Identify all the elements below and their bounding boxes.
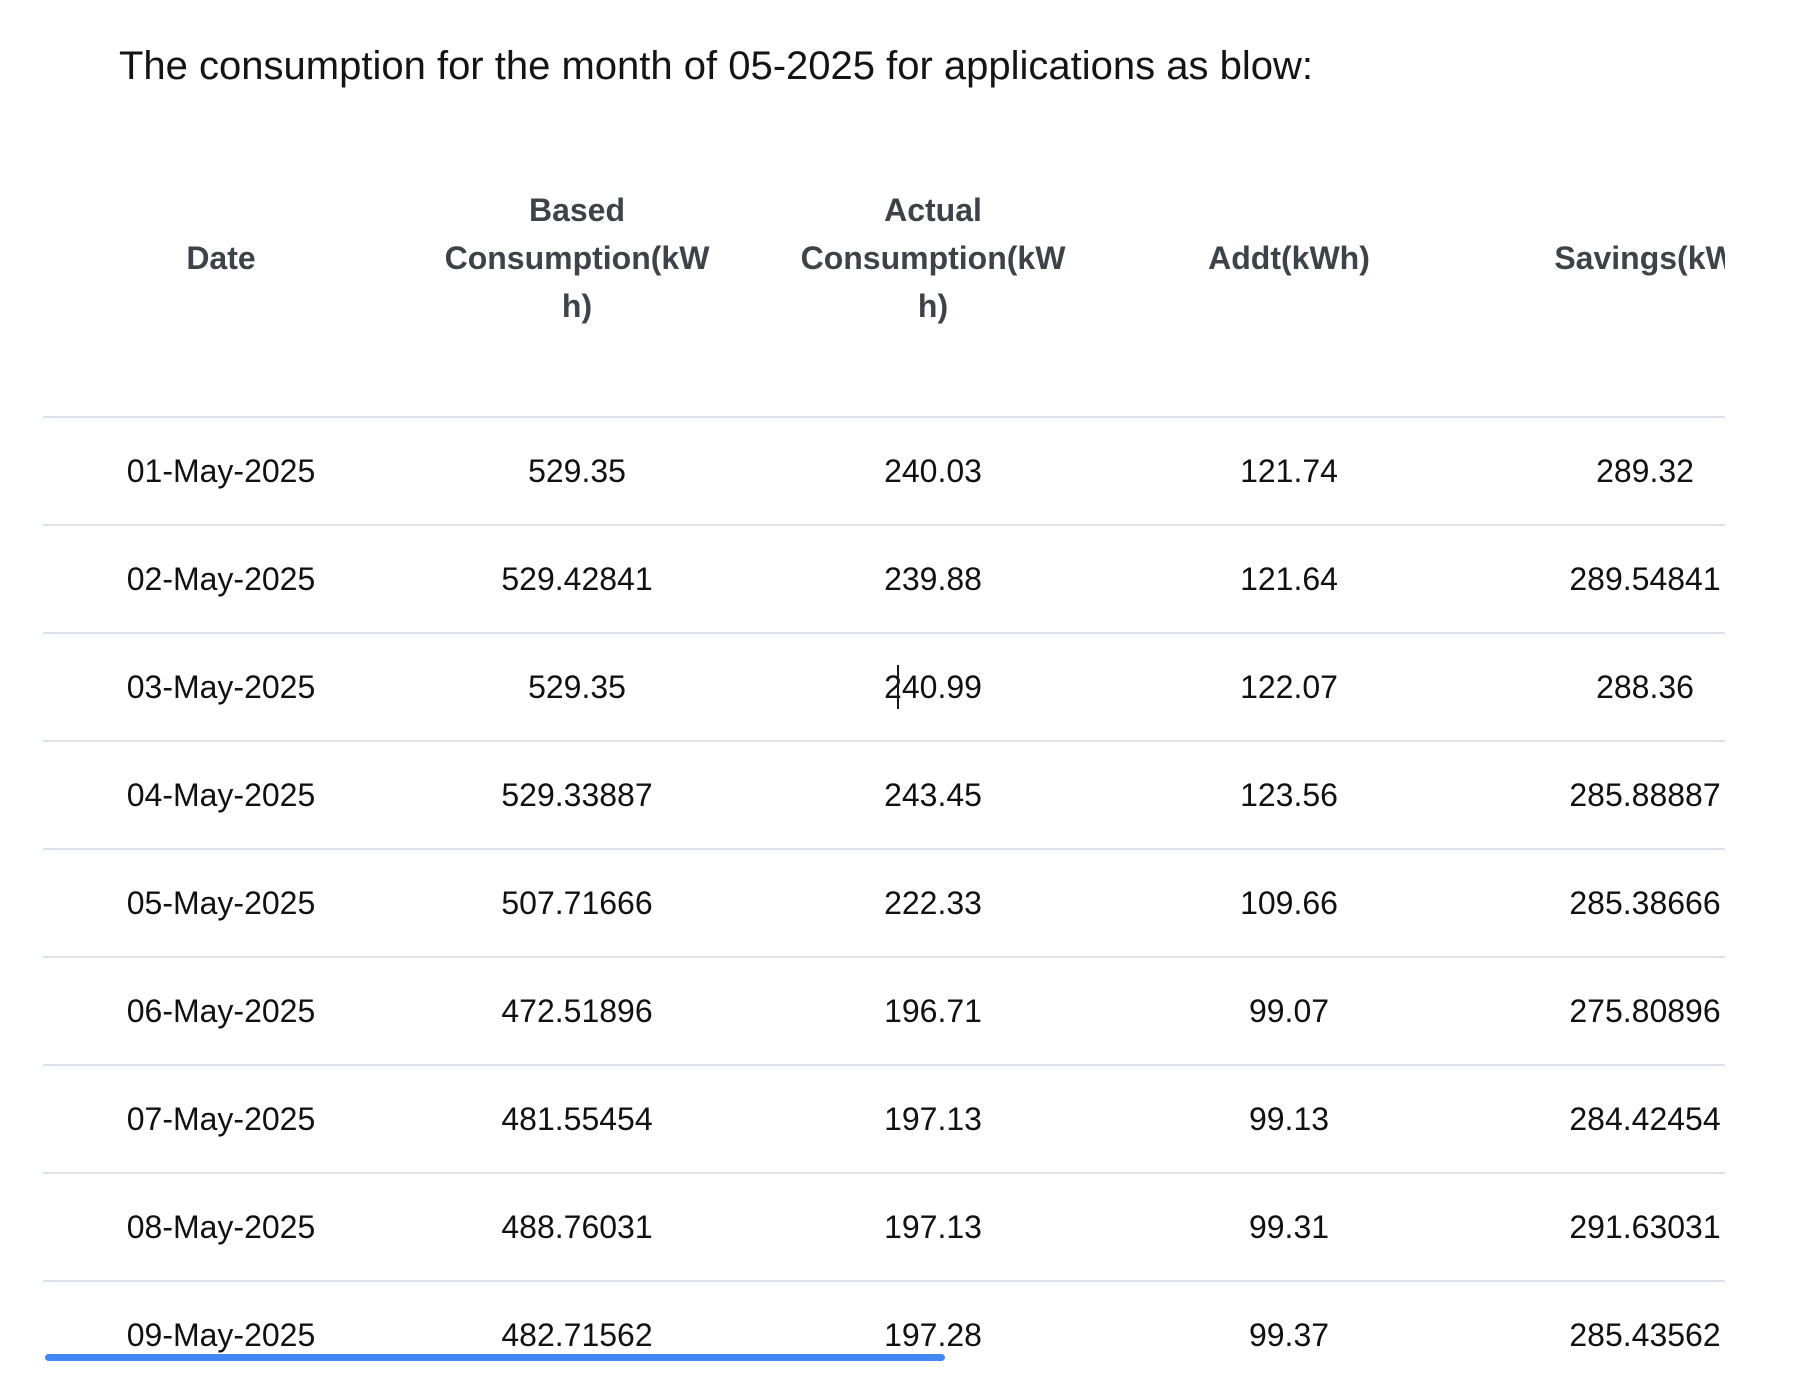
table-row: 01-May-2025 529.35 240.03 121.74 289.32 bbox=[43, 417, 1725, 526]
cell-addt: 121.64 bbox=[1111, 525, 1467, 634]
column-header-actual-consumption: Actual Consumption(kW h) bbox=[755, 140, 1111, 418]
column-header-savings: Savings(kW bbox=[1467, 140, 1725, 418]
cell-based-consumption: 507.71666 bbox=[399, 849, 755, 958]
cell-savings: 285.38666 bbox=[1467, 849, 1725, 958]
table-row: 09-May-2025 482.71562 197.28 99.37 285.4… bbox=[43, 1281, 1725, 1388]
cell-date: 07-May-2025 bbox=[43, 1065, 399, 1174]
column-header-savings-label: Savings(kW bbox=[1554, 240, 1725, 276]
cell-actual-consumption: 196.71 bbox=[755, 957, 1111, 1066]
cell-based-consumption: 529.42841 bbox=[399, 525, 755, 634]
cell-based-consumption: 488.76031 bbox=[399, 1173, 755, 1282]
cell-actual-consumption: 197.13 bbox=[755, 1173, 1111, 1282]
cell-addt: 99.37 bbox=[1248, 1316, 1330, 1353]
table-row: 02-May-2025 529.42841 239.88 121.64 289.… bbox=[43, 525, 1725, 634]
cell-actual-consumption: 197.13 bbox=[755, 1065, 1111, 1174]
table-header-row: Date Based Consumption(kW h) Actual Cons… bbox=[43, 140, 1725, 418]
table-row: 08-May-2025 488.76031 197.13 99.31 291.6… bbox=[43, 1173, 1725, 1282]
cell-addt: 123.56 bbox=[1111, 741, 1467, 850]
cell-actual-consumption: 222.33 bbox=[755, 849, 1111, 958]
table-row: 06-May-2025 472.51896 196.71 99.07 275.8… bbox=[43, 957, 1725, 1066]
cell-actual-consumption: 243.45 bbox=[755, 741, 1111, 850]
cell-based-consumption: 481.55454 bbox=[399, 1065, 755, 1174]
cell-savings: 284.42454 bbox=[1467, 1065, 1725, 1174]
cell-date: 02-May-2025 bbox=[43, 525, 399, 634]
cell-addt: 121.74 bbox=[1111, 417, 1467, 526]
column-header-date-label: Date bbox=[186, 240, 256, 276]
cell-addt: 99.31 bbox=[1111, 1173, 1467, 1282]
table-row: 05-May-2025 507.71666 222.33 109.66 285.… bbox=[43, 849, 1725, 958]
cell-savings: 291.63031 bbox=[1467, 1173, 1725, 1282]
cell-date: 01-May-2025 bbox=[43, 417, 399, 526]
column-header-addt-label: Addt(kWh) bbox=[1208, 240, 1370, 276]
cell-savings: 285.88887 bbox=[1467, 741, 1725, 850]
horizontal-scrollbar-thumb[interactable] bbox=[45, 1354, 945, 1361]
cell-savings: 288.36 bbox=[1467, 633, 1725, 742]
cell-actual-consumption: 239.88 bbox=[755, 525, 1111, 634]
cell-date: 03-May-2025 bbox=[43, 633, 399, 742]
cell-actual-consumption[interactable]: 240.99 bbox=[755, 633, 1111, 742]
cell-savings: 289.32 bbox=[1467, 417, 1725, 526]
page: { "title": "The consumption for the mont… bbox=[0, 42, 1811, 1368]
cell-date: 04-May-2025 bbox=[43, 741, 399, 850]
cell-date: 05-May-2025 bbox=[43, 849, 399, 958]
table-viewport: Date Based Consumption(kW h) Actual Cons… bbox=[43, 140, 1725, 1388]
cell-addt: 122.07 bbox=[1111, 633, 1467, 742]
cell-savings: 275.80896 bbox=[1467, 957, 1725, 1066]
cell-based-consumption: 482.71562 bbox=[501, 1316, 653, 1353]
cell-based-consumption: 472.51896 bbox=[399, 957, 755, 1066]
cell-date: 09-May-2025 bbox=[126, 1316, 316, 1353]
cell-addt: 99.07 bbox=[1111, 957, 1467, 1066]
column-header-addt: Addt(kWh) bbox=[1111, 140, 1467, 418]
cell-based-consumption: 529.35 bbox=[399, 633, 755, 742]
cell-actual-consumption: 240.03 bbox=[755, 417, 1111, 526]
page-title: The consumption for the month of 05-2025… bbox=[119, 44, 1314, 88]
cell-based-consumption: 529.35 bbox=[399, 417, 755, 526]
consumption-table: Date Based Consumption(kW h) Actual Cons… bbox=[43, 140, 1725, 1388]
cell-date: 08-May-2025 bbox=[43, 1173, 399, 1282]
table-row: 07-May-2025 481.55454 197.13 99.13 284.4… bbox=[43, 1065, 1725, 1174]
cell-date: 06-May-2025 bbox=[43, 957, 399, 1066]
cell-addt: 109.66 bbox=[1111, 849, 1467, 958]
column-header-date: Date bbox=[43, 140, 399, 418]
cell-savings: 289.54841 bbox=[1467, 525, 1725, 634]
table-row: 03-May-2025 529.35 240.99 122.07 288.36 bbox=[43, 633, 1725, 742]
cell-based-consumption: 529.33887 bbox=[399, 741, 755, 850]
table-row: 04-May-2025 529.33887 243.45 123.56 285.… bbox=[43, 741, 1725, 850]
cell-actual-consumption: 197.28 bbox=[884, 1316, 982, 1353]
text-caret bbox=[897, 665, 899, 709]
cell-savings: 285.43562 bbox=[1569, 1316, 1721, 1353]
cell-addt: 99.13 bbox=[1111, 1065, 1467, 1174]
column-header-based-consumption: Based Consumption(kW h) bbox=[399, 140, 755, 418]
cell-actual-consumption-value: 240.99 bbox=[884, 668, 982, 705]
